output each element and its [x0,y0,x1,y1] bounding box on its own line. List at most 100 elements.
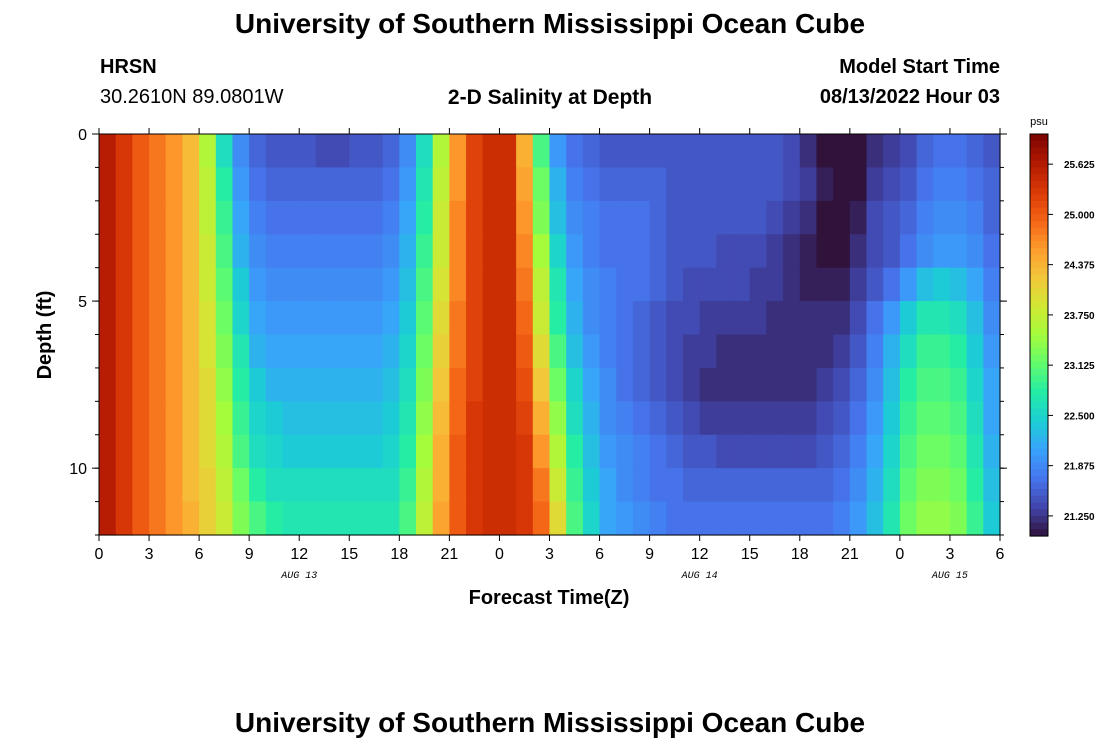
heatmap-cell [682,234,701,269]
heatmap-cell [649,367,667,402]
heatmap-cell [132,468,150,503]
heatmap-cell [282,267,300,302]
heatmap-cell [933,234,951,269]
heatmap-cell [332,468,350,503]
heatmap-cell [182,134,200,169]
heatmap-cell [849,301,868,336]
colorbar-segment [1030,227,1048,236]
heatmap-cell [182,434,200,469]
heatmap-cell [682,434,701,469]
station-name: HRSN [100,56,157,78]
heatmap-cell [382,234,400,269]
heatmap-cell [682,501,701,536]
heatmap-cell [949,301,968,336]
heatmap-cell [616,468,634,503]
heatmap-cell [299,301,317,336]
heatmap-cell [416,134,434,169]
heatmap-cell [516,401,534,436]
heatmap-cell [716,367,734,402]
heatmap-cell [432,401,450,436]
heatmap-cell [499,401,517,436]
heatmap-cell [115,134,133,169]
heatmap-cell [899,234,918,269]
heatmap-cell [399,468,417,503]
heatmap-cell [249,334,267,369]
heatmap-cell [733,367,751,402]
heatmap-cell [516,134,534,169]
heatmap-cell [949,167,968,202]
heatmap-cell [666,267,684,302]
heatmap-cell [616,267,634,302]
heatmap-cell [682,334,701,369]
heatmap-cell [599,401,617,436]
heatmap-cell [265,301,284,336]
heatmap-cell [416,167,434,202]
colorbar-segment [1030,509,1048,517]
heatmap-cell [883,367,901,402]
heatmap-cell [532,501,551,536]
heatmap-cell [883,200,901,235]
heatmap-cell [499,267,517,302]
heatmap-cell [349,468,367,503]
heatmap-cell [299,167,317,202]
heatmap-cell [649,134,667,169]
heatmap-cell [165,301,184,336]
heatmap-cell [682,367,701,402]
x-tick-label: 9 [245,546,254,563]
heatmap-cell [516,334,534,369]
heatmap-cell [332,301,350,336]
heatmap-cell [682,200,701,235]
heatmap-cell [365,267,384,302]
heatmap-cell [849,267,868,302]
heatmap-cell [482,301,501,336]
heatmap-cell [566,200,584,235]
heatmap-cell [416,234,434,269]
heatmap-cell [716,167,734,202]
heatmap-cell [332,401,350,436]
heatmap-cell [699,134,717,169]
heatmap-cell [666,334,684,369]
heatmap-cell [966,434,984,469]
heatmap-cell [916,401,934,436]
heatmap-cell [516,501,534,536]
heatmap-cell [449,134,467,169]
heatmap-cell [482,200,501,235]
colorbar-segment [1030,368,1048,376]
colorbar-segment [1030,167,1048,175]
x-tick-label: 6 [195,546,204,563]
heatmap-cell [749,334,768,369]
heatmap-cell [933,301,951,336]
heatmap-cell [966,501,984,536]
heatmap-cell [349,234,367,269]
heatmap-cell [99,434,117,469]
model-start-label: Model Start Time [839,56,1000,78]
heatmap-cell [783,334,801,369]
heatmap-cell [332,334,350,369]
x-tick-label: 3 [945,546,954,563]
heatmap-cell [599,434,617,469]
heatmap-cell [833,367,851,402]
heatmap-cell [799,434,818,469]
heatmap-cell [666,134,684,169]
heatmap-cell [899,167,918,202]
heatmap-cell [699,401,717,436]
heatmap-cell [966,267,984,302]
heatmap-cell [816,367,834,402]
heatmap-cell [449,267,467,302]
x-tick-label: 15 [340,546,358,563]
heatmap-cell [649,234,667,269]
heatmap-cell [99,301,117,336]
heatmap-cell [349,367,367,402]
x-axis-title: Forecast Time(Z) [469,587,630,609]
heatmap-cell [349,134,367,169]
heatmap-cell [816,434,834,469]
heatmap-cell [265,134,284,169]
heatmap-cell [682,267,701,302]
heatmap-cell [399,234,417,269]
heatmap-cell [866,334,884,369]
heatmap-cell [849,501,868,536]
heatmap-cell [99,167,117,202]
colorbar-segment [1030,160,1048,169]
heatmap-cell [165,501,184,536]
heatmap-cell [682,167,701,202]
